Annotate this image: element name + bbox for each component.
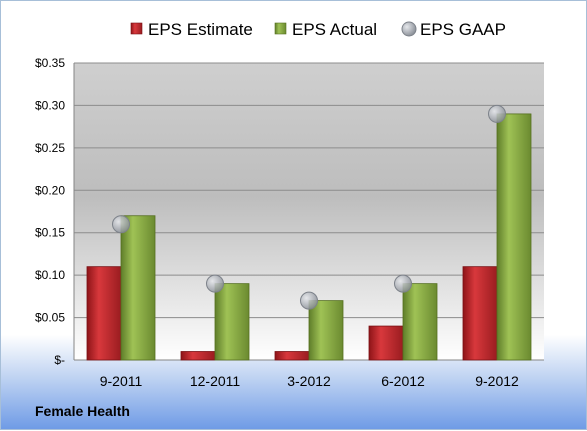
marker-eps-gaap: [206, 274, 224, 293]
y-tick-label: $-: [54, 353, 65, 367]
y-tick-label: $0.15: [35, 226, 65, 240]
x-tick-label: 9-2012: [475, 373, 519, 389]
marker-eps-gaap: [300, 291, 318, 310]
y-tick-label: $0.10: [35, 268, 65, 282]
x-tick-label: 9-2011: [100, 373, 143, 389]
company-name: Female Health: [35, 403, 130, 419]
bar-eps-estimate: [462, 266, 498, 361]
marker-eps-gaap: [488, 104, 506, 123]
legend: EPS Estimate EPS Actual EPS GAAP: [130, 20, 506, 39]
bar-eps-estimate: [274, 351, 310, 361]
legend-swatch: [130, 22, 143, 35]
y-tick-label: $0.20: [35, 183, 65, 197]
y-tick-label: $0.35: [35, 56, 65, 70]
bar-eps-actual: [120, 215, 156, 361]
legend-label: EPS Estimate: [148, 20, 253, 39]
x-tick-label: 3-2012: [287, 373, 331, 389]
legend-label: EPS Actual: [292, 20, 377, 39]
legend-swatch: [274, 22, 287, 35]
bar-eps-estimate: [180, 351, 216, 361]
bar-eps-estimate: [368, 325, 404, 361]
bar-eps-actual: [402, 283, 438, 361]
marker-eps-gaap: [112, 215, 130, 234]
bar-eps-actual: [496, 113, 532, 361]
x-tick-label: 12-2011: [190, 373, 241, 389]
legend-swatch: [401, 21, 417, 37]
y-tick-label: $0.30: [35, 98, 65, 112]
marker-eps-gaap: [394, 274, 412, 293]
y-tick-label: $0.25: [35, 141, 65, 155]
x-tick-label: 6-2012: [381, 373, 425, 389]
bar-eps-estimate: [86, 266, 122, 361]
plot-area: $- $0.05 $0.10 $0.15 $0.20 $0.25 $0.30 $0.35 9-2…: [35, 56, 544, 389]
legend-label: EPS GAAP: [420, 20, 506, 39]
bar-eps-actual: [308, 300, 344, 361]
bar-eps-actual: [214, 283, 250, 361]
y-tick-label: $0.05: [35, 311, 65, 325]
